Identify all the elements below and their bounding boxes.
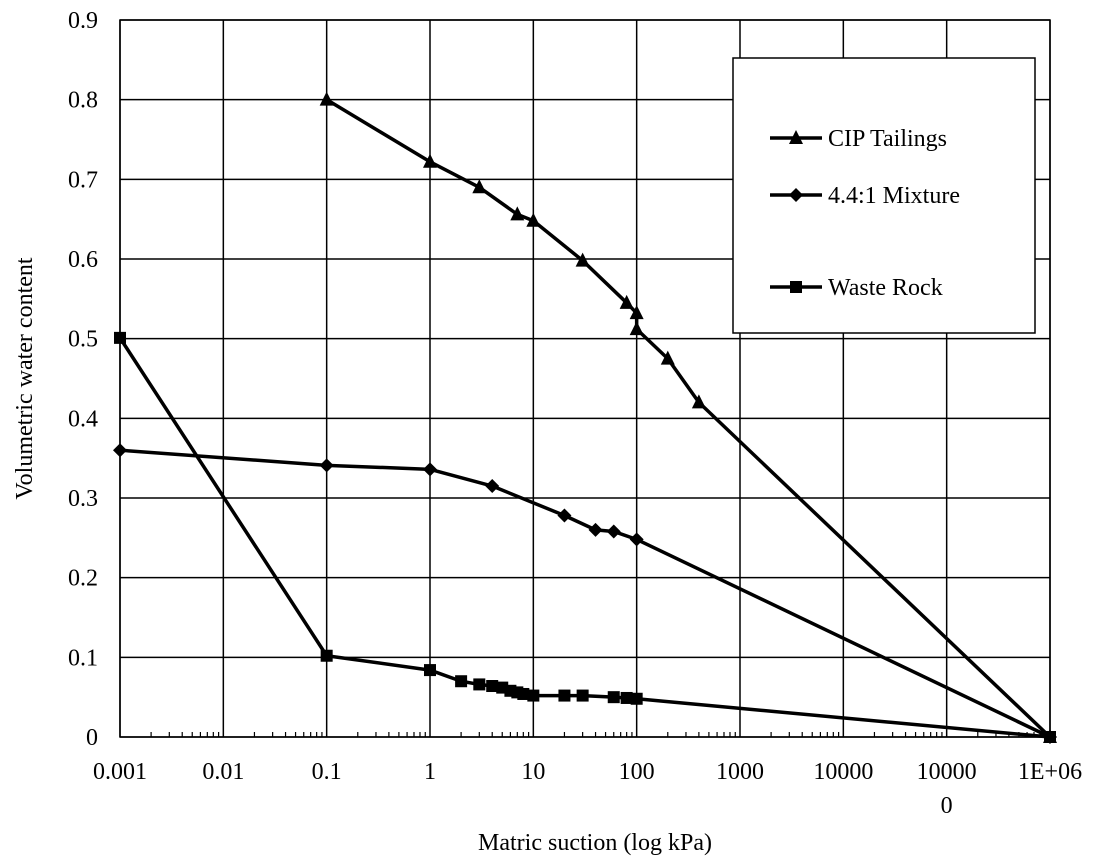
data-point-2-11	[558, 689, 571, 702]
y-tick-label-7: 0.7	[68, 167, 98, 193]
data-point-1-4	[557, 508, 572, 523]
legend-marker-1	[789, 188, 803, 202]
y-tick-label-3: 0.3	[68, 486, 98, 512]
legend-label-1: 4.4:1 Mixture	[828, 183, 960, 209]
data-point-0-2	[472, 179, 487, 194]
y-tick-labels: 0 0.1 0.2 0.3 0.4 0.5 0.6 0.7 0.8 0.9	[68, 8, 98, 751]
data-point-2-3	[455, 675, 468, 688]
series-0	[319, 91, 1057, 743]
legend-label-2: Waste Rock	[828, 275, 943, 301]
x-tick-label-1: 0.01	[202, 759, 244, 785]
y-tick-label-8: 0.8	[68, 88, 98, 114]
data-point-0-0	[319, 91, 334, 106]
data-point-1-7	[629, 532, 644, 547]
data-point-0-10	[691, 394, 706, 409]
data-point-0-8	[629, 321, 644, 336]
legend-marker-0	[789, 130, 803, 144]
data-point-2-14	[620, 691, 633, 704]
plot-area	[119, 19, 1051, 738]
legend-entry-2: Waste Rock	[770, 275, 943, 301]
data-point-2-7	[504, 684, 517, 697]
data-point-0-3	[510, 206, 525, 221]
x-axis-title: Matric suction (log kPa)	[478, 830, 712, 856]
data-point-2-12	[576, 689, 589, 702]
data-point-0-7	[629, 305, 644, 320]
series-line-0	[325, 98, 1052, 739]
x-tick-label-0: 0.001	[93, 759, 147, 785]
y-axis-title: Volumetric water content	[12, 257, 38, 499]
legend-entries: CIP Tailings 4.4:1 Mixture Waste Rock	[770, 126, 960, 301]
data-point-2-13	[607, 691, 620, 704]
legend: CIP Tailings 4.4:1 Mixture Waste Rock	[732, 57, 1036, 334]
series-layer	[113, 91, 1057, 744]
data-point-1-3	[485, 479, 500, 494]
x-tick-label-9: 1E+06	[1018, 759, 1082, 785]
data-point-1-6	[606, 524, 621, 539]
y-tick-label-1: 0.1	[68, 645, 98, 671]
x-tick-label-2: 0.1	[312, 759, 342, 785]
y-tick-label-2: 0.2	[68, 566, 98, 592]
data-point-2-2	[424, 664, 436, 677]
series-line-2	[118, 336, 1051, 739]
y-tick-label-9: 0.9	[68, 8, 98, 34]
series-2	[114, 331, 1056, 743]
y-tick-label-5: 0.5	[68, 327, 98, 353]
x-minor-ticks	[150, 732, 1046, 737]
y-tick-label-0: 0	[86, 725, 98, 751]
x-tick-labels: 0.001 0.01 0.1 1 10 100 1000 10000 10000 0 1E+06	[93, 759, 1082, 819]
data-point-1-1	[319, 458, 334, 473]
data-point-0-5	[575, 252, 590, 267]
data-point-0-4	[526, 212, 541, 227]
y-tick-label-6: 0.6	[68, 247, 98, 273]
data-point-1-0	[113, 443, 127, 458]
data-point-0-9	[660, 350, 675, 365]
x-tick-label-4: 10	[521, 759, 545, 785]
data-point-2-5	[486, 680, 499, 693]
x-tick-label-6: 1000	[716, 759, 764, 785]
data-point-2-4	[473, 678, 486, 691]
x-tick-label-5: 100	[619, 759, 655, 785]
series-1	[113, 443, 1057, 744]
data-point-0-6	[619, 294, 634, 309]
legend-marker-2	[790, 281, 802, 293]
data-point-2-16	[1044, 731, 1056, 743]
data-point-2-0	[114, 331, 126, 344]
data-point-1-5	[588, 522, 603, 537]
data-point-2-10	[527, 689, 540, 702]
x-tick-label-8: 10000 0	[917, 759, 977, 819]
data-point-1-2	[423, 462, 437, 477]
legend-entry-1: 4.4:1 Mixture	[770, 183, 960, 209]
legend-label-0: CIP Tailings	[828, 126, 947, 152]
legend-entry-0: CIP Tailings	[770, 126, 947, 152]
x-tick-label-7: 10000	[813, 759, 873, 785]
data-point-2-15	[630, 692, 643, 705]
data-point-2-9	[517, 687, 530, 700]
y-tick-label-4: 0.4	[68, 406, 98, 432]
data-point-0-1	[423, 153, 437, 168]
data-point-2-1	[320, 649, 333, 662]
x-tick-label-3: 1	[424, 759, 436, 785]
